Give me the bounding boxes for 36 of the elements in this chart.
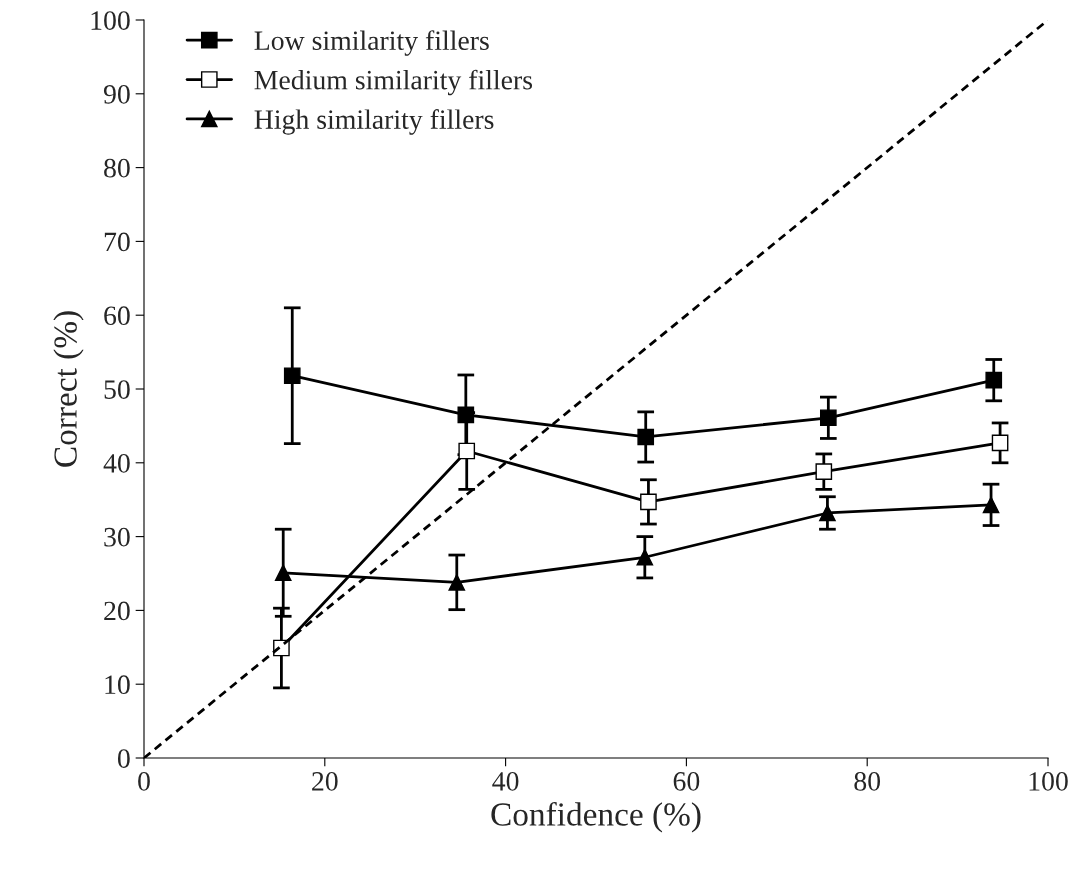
y-tick-label: 10 (105, 675, 130, 695)
point (636, 548, 654, 566)
point (640, 493, 657, 511)
x-tick-label: 20 (312, 772, 338, 791)
point (991, 434, 1009, 452)
legend-label: Medium similarity fillers (254, 69, 533, 96)
point (815, 463, 833, 480)
y-tick-label: 70 (104, 232, 130, 252)
x-axis-title: Confidence (%) (491, 801, 701, 833)
y-tick-label: 90 (103, 84, 130, 104)
y-tick-label: 100 (91, 11, 130, 30)
point (458, 442, 476, 460)
point (274, 564, 292, 582)
point (637, 428, 655, 446)
y-tick-label: 40 (103, 453, 130, 473)
y-tick-label: 30 (104, 527, 130, 547)
y-axis-title: Correct (%) (53, 311, 84, 467)
x-tick-label: 60 (673, 772, 700, 791)
point (819, 504, 836, 522)
point (985, 371, 1003, 389)
point (457, 406, 475, 424)
x-tick-label: 40 (492, 772, 519, 791)
legend-label: Low similarity fillers (254, 30, 489, 56)
legend-label: High similarity fillers (254, 109, 494, 135)
x-tick-label: 100 (1029, 772, 1068, 791)
y-tick-label: 60 (104, 306, 130, 326)
y-tick-label: 20 (104, 601, 130, 621)
point (982, 496, 1000, 514)
y-tick-label: 50 (104, 380, 130, 399)
x-tick-label: 0 (138, 772, 150, 791)
y-tick-label: 80 (104, 158, 130, 178)
point (448, 574, 466, 591)
point (283, 367, 301, 385)
point (819, 409, 837, 427)
y-tick-label: 0 (117, 749, 130, 768)
x-tick-label: 80 (854, 772, 881, 791)
